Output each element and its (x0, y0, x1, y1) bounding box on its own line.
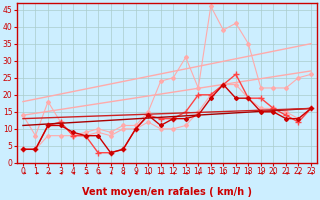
X-axis label: Vent moyen/en rafales ( km/h ): Vent moyen/en rafales ( km/h ) (82, 187, 252, 197)
